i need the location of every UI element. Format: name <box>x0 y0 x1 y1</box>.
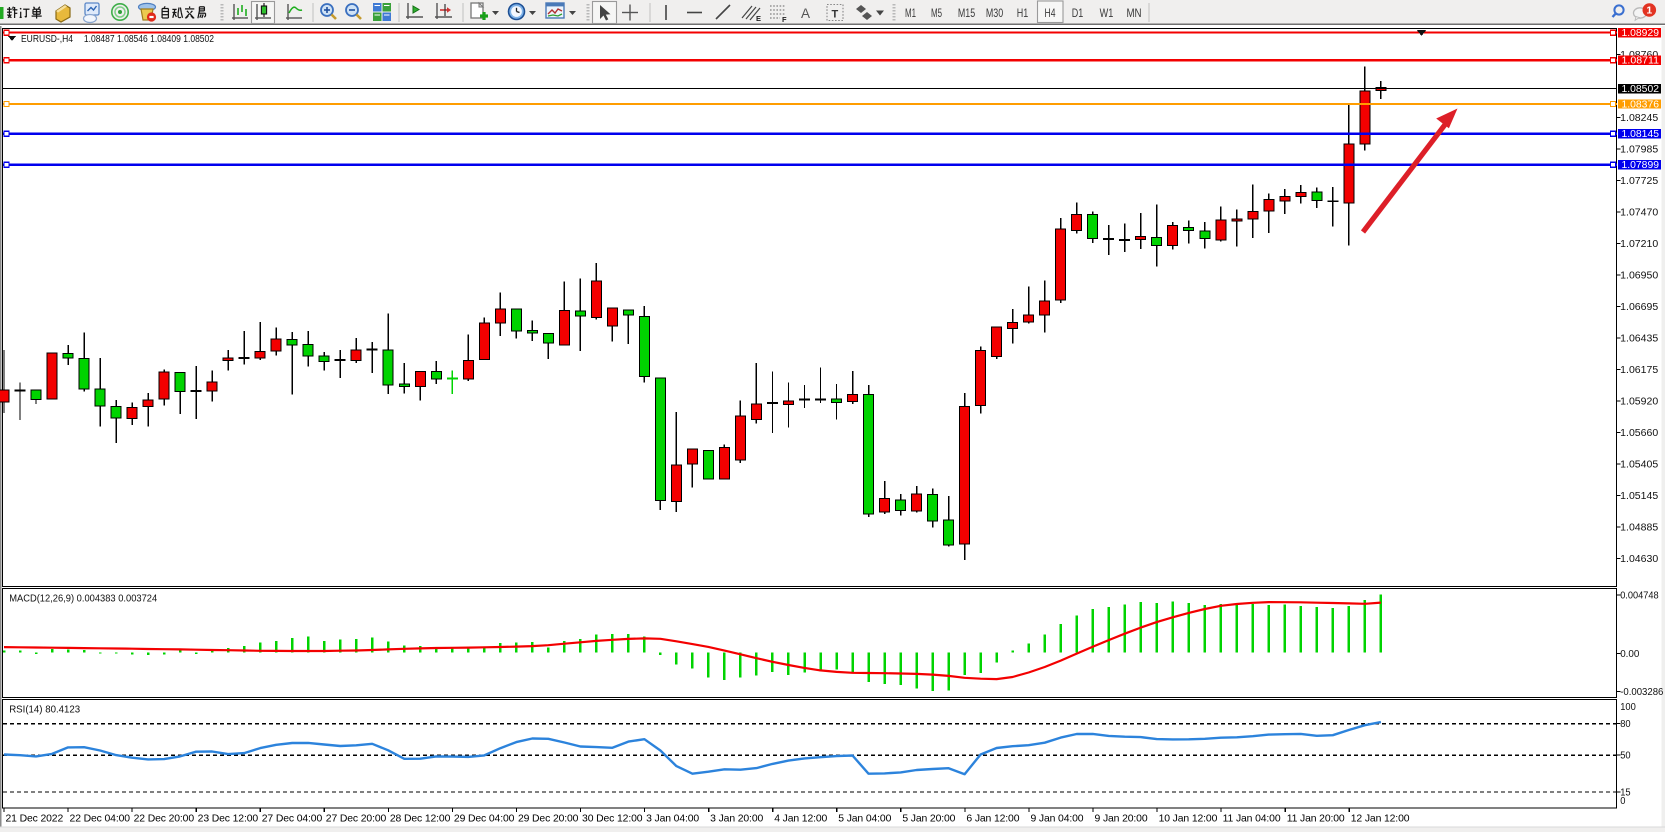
svg-text:4 Jan 12:00: 4 Jan 12:00 <box>774 813 827 824</box>
svg-text:12 Jan 12:00: 12 Jan 12:00 <box>1351 813 1410 824</box>
svg-text:3 Jan 20:00: 3 Jan 20:00 <box>710 813 763 824</box>
svg-text:27 Dec 20:00: 27 Dec 20:00 <box>326 813 387 824</box>
svg-text:H4: H4 <box>1045 6 1056 20</box>
svg-text:1.05145: 1.05145 <box>1620 491 1658 502</box>
svg-text:M1: M1 <box>905 6 916 20</box>
svg-text:1.05660: 1.05660 <box>1620 428 1658 439</box>
svg-text:1.08711: 1.08711 <box>1622 56 1660 67</box>
svg-text:W1: W1 <box>1100 6 1114 20</box>
svg-text:3 Jan 04:00: 3 Jan 04:00 <box>646 813 699 824</box>
svg-text:29 Dec 20:00: 29 Dec 20:00 <box>518 813 579 824</box>
svg-text:1.08245: 1.08245 <box>1620 113 1658 124</box>
svg-text:E: E <box>756 14 761 23</box>
svg-text:5 Jan 20:00: 5 Jan 20:00 <box>902 813 955 824</box>
svg-text:1.07725: 1.07725 <box>1620 176 1658 187</box>
svg-text:1: 1 <box>1646 5 1652 17</box>
svg-text:5 Jan 04:00: 5 Jan 04:00 <box>838 813 891 824</box>
svg-text:1.06950: 1.06950 <box>1620 270 1658 281</box>
svg-text:EURUSD-,H4 1.08487 1.08546 1: EURUSD-,H4 1.08487 1.08546 1.08409 1.085… <box>21 34 214 45</box>
svg-text:0.004748: 0.004748 <box>1620 590 1659 601</box>
svg-text:50: 50 <box>1620 751 1631 762</box>
svg-text:11 Jan 04:00: 11 Jan 04:00 <box>1223 813 1281 824</box>
svg-text:M5: M5 <box>931 6 942 20</box>
svg-text:F: F <box>782 15 787 24</box>
svg-text:23 Dec 12:00: 23 Dec 12:00 <box>198 813 259 824</box>
svg-text:A: A <box>801 6 810 21</box>
svg-text:MACD(12,26,9) 0.004383 0.00372: MACD(12,26,9) 0.004383 0.003724 <box>9 594 158 605</box>
svg-text:MN: MN <box>1126 6 1141 20</box>
svg-text:1.08502: 1.08502 <box>1622 84 1660 95</box>
svg-text:1.04630: 1.04630 <box>1620 554 1658 565</box>
svg-text:21 Dec 2022: 21 Dec 2022 <box>6 813 64 824</box>
svg-text:1.08760: 1.08760 <box>1620 50 1658 61</box>
svg-text:M15: M15 <box>958 6 976 20</box>
svg-text:H1: H1 <box>1017 6 1029 20</box>
svg-text:D1: D1 <box>1072 6 1084 20</box>
svg-text:10 Jan 12:00: 10 Jan 12:00 <box>1159 813 1218 824</box>
svg-text:1.08929: 1.08929 <box>1622 28 1660 39</box>
svg-text:1.05405: 1.05405 <box>1620 459 1658 470</box>
svg-text:0: 0 <box>1620 796 1626 807</box>
svg-text:1.06175: 1.06175 <box>1620 365 1658 376</box>
svg-text:1.07985: 1.07985 <box>1620 144 1658 155</box>
svg-text:1.04885: 1.04885 <box>1620 522 1658 533</box>
svg-text:RSI(14) 80.4123: RSI(14) 80.4123 <box>9 705 81 716</box>
svg-text:1.06695: 1.06695 <box>1620 302 1658 313</box>
svg-text:1.08376: 1.08376 <box>1622 99 1660 110</box>
svg-text:22 Dec 04:00: 22 Dec 04:00 <box>70 813 131 824</box>
svg-text:1.07210: 1.07210 <box>1620 239 1658 250</box>
svg-text:11 Jan 20:00: 11 Jan 20:00 <box>1287 813 1345 824</box>
svg-text:1.05920: 1.05920 <box>1620 396 1658 407</box>
svg-text:9 Jan 20:00: 9 Jan 20:00 <box>1095 813 1148 824</box>
svg-text:1.07899: 1.07899 <box>1622 160 1660 171</box>
svg-text:15: 15 <box>1620 787 1631 798</box>
svg-text:30 Dec 12:00: 30 Dec 12:00 <box>582 813 643 824</box>
svg-text:9 Jan 04:00: 9 Jan 04:00 <box>1030 813 1083 824</box>
svg-text:22 Dec 20:00: 22 Dec 20:00 <box>134 813 195 824</box>
svg-text:M30: M30 <box>986 6 1004 20</box>
svg-text:100: 100 <box>1620 702 1636 713</box>
svg-text:1.06435: 1.06435 <box>1620 333 1658 344</box>
svg-text:6 Jan 12:00: 6 Jan 12:00 <box>966 813 1019 824</box>
svg-text:1.08145: 1.08145 <box>1622 129 1660 140</box>
svg-text:1.07470: 1.07470 <box>1620 207 1658 218</box>
svg-text:80: 80 <box>1620 719 1631 730</box>
svg-text:27 Dec 04:00: 27 Dec 04:00 <box>262 813 323 824</box>
svg-text:29 Dec 04:00: 29 Dec 04:00 <box>454 813 515 824</box>
svg-text:T: T <box>832 9 839 21</box>
svg-text:28 Dec 12:00: 28 Dec 12:00 <box>390 813 451 824</box>
svg-text:0.00: 0.00 <box>1620 649 1640 660</box>
svg-text:-0.003286: -0.003286 <box>1620 687 1664 698</box>
